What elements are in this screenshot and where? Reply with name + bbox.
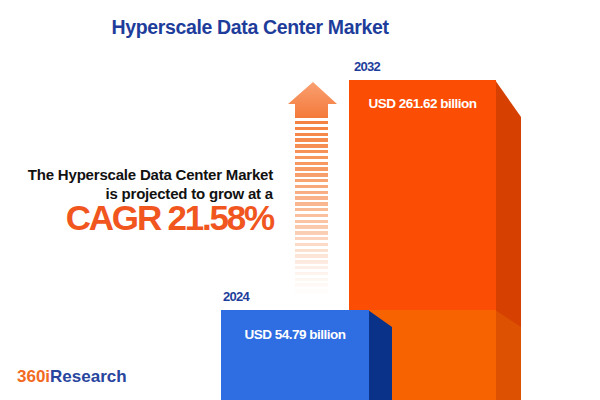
logo-part-research: Research <box>50 367 127 386</box>
bar-2032-value-label: USD 261.62 billion <box>349 96 496 111</box>
logo-part-360i: 360i <box>17 367 50 386</box>
growth-arrow-shaft <box>295 121 328 293</box>
logo: 360iResearch <box>17 367 127 387</box>
bar-2024-year-label: 2024 <box>223 289 249 304</box>
bar-2024-front <box>221 310 369 400</box>
bar-2024-value-label: USD 54.79 billion <box>221 327 369 342</box>
bar-2032-front <box>349 80 496 310</box>
page-title: Hyperscale Data Center Market <box>0 16 500 39</box>
growth-arrow-head <box>288 82 337 118</box>
bar-2032-year-label: 2032 <box>354 59 380 74</box>
infographic-canvas: Hyperscale Data Center Market 2032 USD 2… <box>0 0 600 400</box>
cagr-text: CAGR 21.58% <box>0 200 273 235</box>
description-line1: The Hyperscale Data Center Market <box>0 165 273 184</box>
description-block: The Hyperscale Data Center Market is pro… <box>0 165 273 235</box>
bar-2032-side <box>495 80 521 327</box>
